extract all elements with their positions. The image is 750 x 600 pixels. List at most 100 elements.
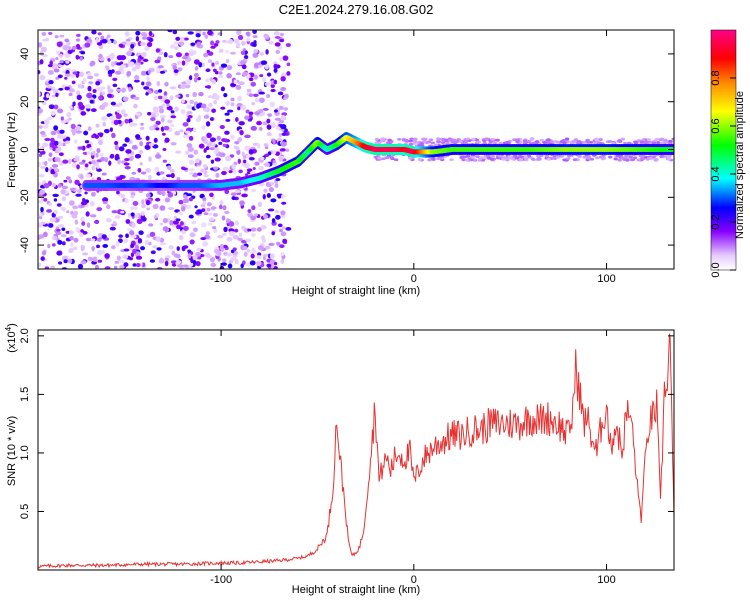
heatmap-noise-cell: [187, 115, 193, 119]
heatmap-noise-cell: [125, 219, 131, 224]
heatmap-noise-cell: [68, 200, 75, 206]
heatmap-noise-cell: [152, 203, 159, 210]
heatmap-noise-cell: [254, 98, 260, 103]
heatmap-noise-cell: [70, 211, 74, 215]
heatmap-noise-cell: [76, 33, 81, 37]
heatmap-noise-cell: [109, 153, 115, 159]
heatmap-band-cell: [394, 158, 399, 162]
heatmap-noise-cell: [219, 124, 225, 130]
heatmap-noise-cell: [141, 262, 146, 268]
heatmap-noise-cell: [220, 247, 225, 253]
heatmap-band-cell: [654, 137, 659, 141]
heatmap-noise-cell: [101, 234, 107, 239]
heatmap-noise-cell: [101, 172, 107, 176]
heatmap-noise-cell: [208, 212, 213, 216]
heatmap-noise-cell: [87, 75, 94, 80]
heatmap-noise-cell: [209, 217, 215, 222]
heatmap-noise-cell: [38, 142, 41, 147]
heatmap-band-cell: [518, 158, 524, 162]
heatmap-noise-cell: [256, 227, 262, 232]
heatmap-band-cell: [506, 141, 511, 145]
heatmap-noise-cell: [131, 222, 136, 228]
heatmap-noise-cell: [88, 81, 94, 85]
heatmap-noise-cell: [160, 126, 165, 132]
heatmap-noise-cell: [224, 112, 229, 116]
heatmap-band-cell: [465, 154, 471, 158]
heatmap-noise-cell: [45, 167, 49, 173]
heatmap-noise-cell: [91, 30, 97, 35]
heatmap-noise-cell: [266, 192, 271, 199]
heatmap-noise-cell: [274, 209, 280, 214]
heatmap-noise-cell: [245, 109, 250, 114]
heatmap-noise-cell: [154, 197, 161, 202]
heatmap-noise-cell: [61, 185, 69, 190]
y-tick-label: 40: [19, 48, 31, 60]
heatmap-noise-cell: [205, 231, 210, 235]
heatmap-noise-cell: [177, 211, 182, 215]
heatmap-noise-cell: [96, 244, 101, 249]
heatmap-noise-cell: [68, 105, 73, 109]
heatmap-noise-cell: [45, 37, 50, 42]
heatmap-noise-cell: [54, 35, 59, 39]
heatmap-band-cell: [593, 141, 598, 145]
heatmap-noise-cell: [192, 255, 198, 261]
colorbar-tick-label: 0.6: [710, 118, 722, 133]
heatmap-noise-cell: [247, 228, 252, 232]
heatmap-noise-cell: [228, 38, 234, 44]
heatmap-noise-cell: [148, 174, 152, 181]
heatmap-noise-cell: [150, 250, 156, 255]
heatmap-noise-cell: [105, 65, 110, 71]
heatmap-noise-cell: [129, 230, 135, 236]
heatmap-noise-cell: [203, 52, 209, 58]
heatmap-noise-cell: [244, 173, 249, 177]
heatmap-noise-cell: [202, 31, 206, 36]
heatmap-noise-cell: [211, 196, 216, 200]
heatmap-noise-cell: [148, 37, 154, 43]
heatmap-noise-cell: [186, 111, 193, 115]
heatmap-noise-cell: [40, 206, 44, 213]
heatmap-noise-cell: [181, 60, 186, 66]
heatmap-noise-cell: [262, 214, 269, 219]
heatmap-noise-cell: [188, 51, 194, 57]
heatmap-noise-cell: [76, 90, 81, 96]
heatmap-noise-cell: [123, 248, 130, 252]
heatmap-noise-cell: [48, 31, 53, 35]
heatmap-noise-cell: [81, 159, 86, 163]
heatmap-noise-cell: [64, 38, 70, 43]
heatmap-noise-cell: [50, 137, 55, 143]
heatmap-band-cell: [651, 141, 657, 145]
heatmap-noise-cell: [80, 204, 85, 208]
heatmap-noise-cell: [210, 40, 215, 46]
heatmap-noise-cell: [175, 52, 182, 58]
heatmap-noise-cell: [130, 212, 135, 217]
heatmap-noise-cell: [238, 169, 243, 174]
heatmap-noise-cell: [266, 132, 272, 137]
heatmap-noise-cell: [75, 38, 81, 42]
heatmap-noise-cell: [262, 193, 266, 200]
heatmap-noise-cell: [149, 231, 156, 237]
heatmap-noise-cell: [210, 159, 215, 164]
heatmap-noise-cell: [259, 51, 264, 56]
heatmap-noise-cell: [43, 183, 50, 189]
heatmap-noise-cell: [88, 161, 92, 165]
heatmap-noise-cell: [61, 196, 67, 202]
heatmap-band-cell: [542, 140, 547, 144]
heatmap-noise-cell: [172, 219, 179, 225]
heatmap-noise-cell: [256, 260, 262, 267]
heatmap-band-cell: [577, 155, 582, 158]
heatmap-noise-cell: [65, 60, 70, 64]
heatmap-noise-cell: [134, 74, 140, 81]
heatmap-noise-cell: [222, 143, 227, 147]
heatmap-noise-cell: [275, 49, 281, 54]
heatmap-noise-cell: [123, 262, 129, 267]
heatmap-noise-cell: [226, 65, 233, 71]
heatmap-noise-cell: [134, 206, 138, 211]
heatmap-noise-cell: [269, 101, 275, 107]
heatmap-noise-cell: [44, 266, 50, 269]
heatmap-band-cell: [648, 156, 654, 160]
heatmap-noise-cell: [227, 109, 234, 113]
heatmap-noise-cell: [98, 96, 103, 100]
heatmap-noise-cell: [153, 124, 159, 128]
heatmap-noise-cell: [187, 31, 194, 35]
heatmap-noise-cell: [44, 161, 48, 166]
